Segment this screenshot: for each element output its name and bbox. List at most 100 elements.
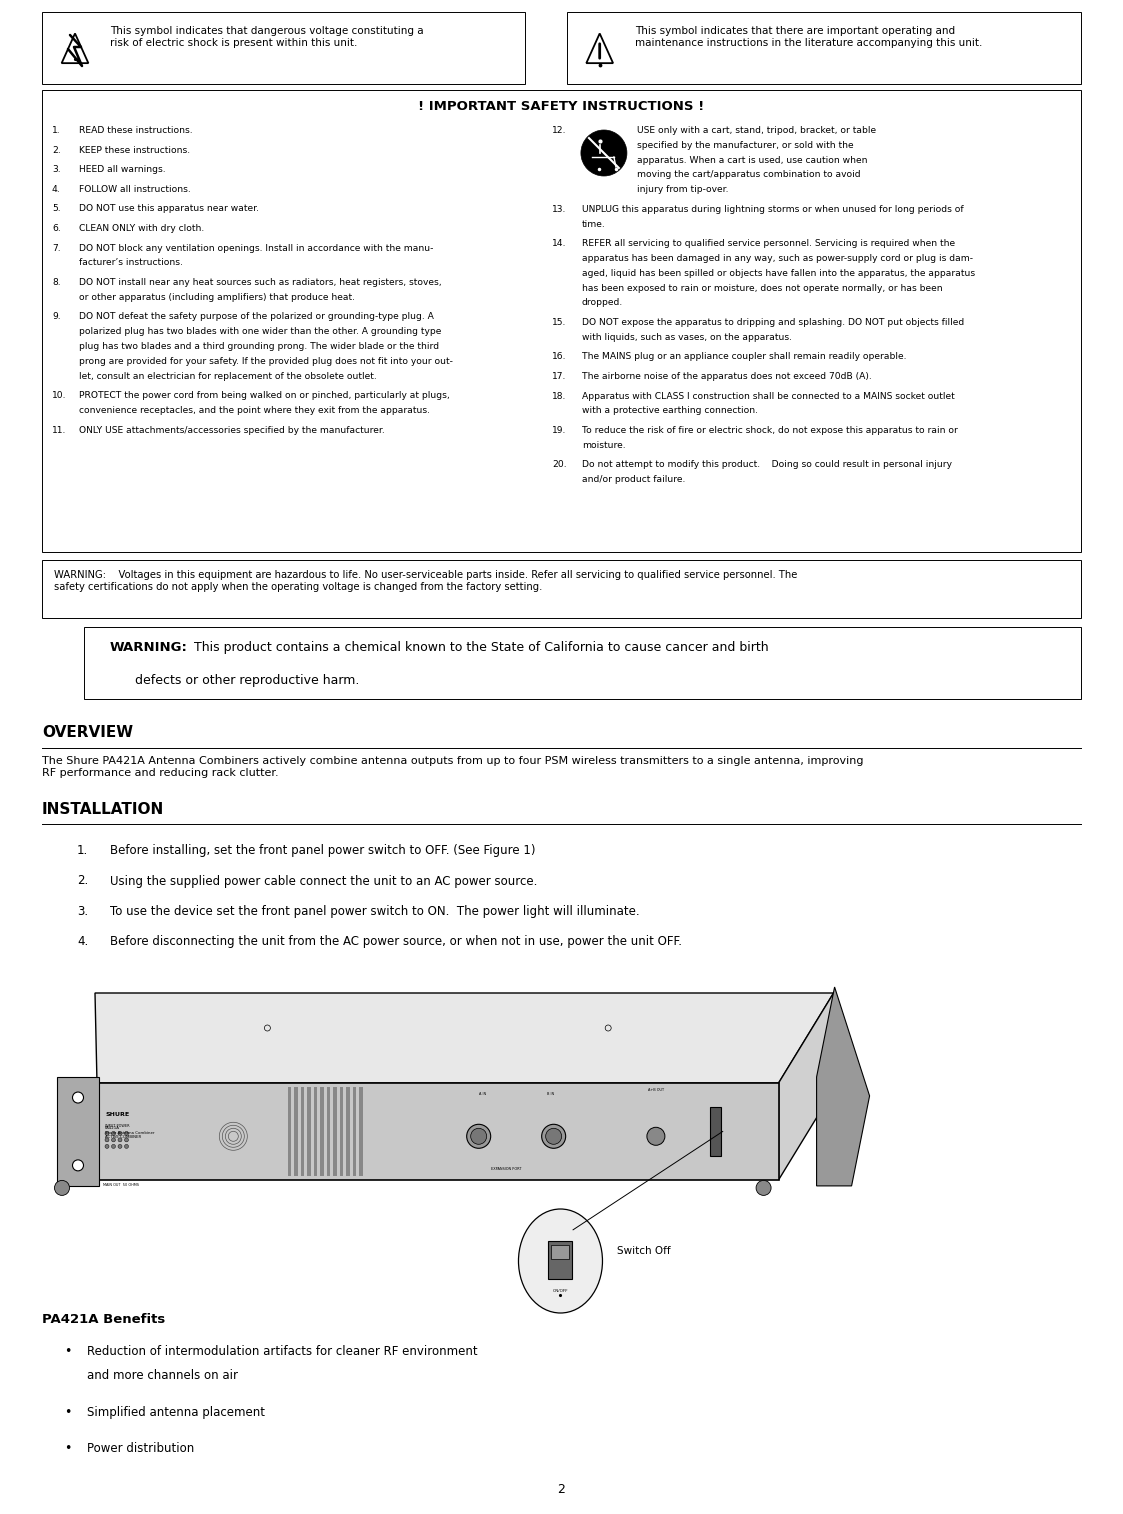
Text: Apparatus with CLASS I construction shall be connected to a MAINS socket outlet: Apparatus with CLASS I construction shal… xyxy=(582,392,955,401)
Bar xyxy=(42,89,1081,553)
Circle shape xyxy=(467,1125,491,1148)
Bar xyxy=(548,1241,573,1279)
Polygon shape xyxy=(778,993,833,1179)
Text: 2.: 2. xyxy=(77,875,89,887)
Text: 1.: 1. xyxy=(77,843,89,857)
Text: FOLLOW all instructions.: FOLLOW all instructions. xyxy=(79,185,191,194)
Bar xyxy=(84,627,1081,699)
Text: prong are provided for your safety. If the provided plug does not fit into your : prong are provided for your safety. If t… xyxy=(79,357,453,366)
Text: 5.: 5. xyxy=(52,204,61,213)
Bar xyxy=(57,1076,99,1185)
Polygon shape xyxy=(816,987,869,1185)
Text: 15.: 15. xyxy=(551,318,566,327)
Text: 16.: 16. xyxy=(551,353,566,362)
Text: ONLY USE attachments/accessories specified by the manufacturer.: ONLY USE attachments/accessories specifi… xyxy=(79,425,385,435)
Text: Switch Off: Switch Off xyxy=(618,1246,672,1255)
Text: 1.: 1. xyxy=(52,126,61,135)
Text: WARNING:    Voltages in this equipment are hazardous to life. No user-serviceabl: WARNING: Voltages in this equipment are … xyxy=(54,569,797,592)
Circle shape xyxy=(471,1128,486,1145)
Bar xyxy=(334,1087,337,1176)
Circle shape xyxy=(73,1092,83,1104)
Text: aged, liquid has been spilled or objects have fallen into the apparatus, the app: aged, liquid has been spilled or objects… xyxy=(582,269,975,277)
Text: 4.: 4. xyxy=(77,936,89,948)
Text: 3.: 3. xyxy=(52,165,61,174)
Text: This symbol indicates that dangerous voltage constituting a
risk of electric sho: This symbol indicates that dangerous vol… xyxy=(110,26,423,47)
Text: USE only with a cart, stand, tripod, bracket, or table: USE only with a cart, stand, tripod, bra… xyxy=(637,126,876,135)
Text: EXPANSION PORT: EXPANSION PORT xyxy=(491,1167,521,1172)
Text: injury from tip-over.: injury from tip-over. xyxy=(637,185,729,194)
Text: time.: time. xyxy=(582,220,605,229)
Text: dropped.: dropped. xyxy=(582,298,623,307)
Text: INSTALLATION: INSTALLATION xyxy=(42,801,164,816)
Text: and more channels on air: and more channels on air xyxy=(86,1370,238,1382)
Text: •: • xyxy=(64,1407,72,1419)
Text: Using the supplied power cable connect the unit to an AC power source.: Using the supplied power cable connect t… xyxy=(110,875,538,887)
Bar xyxy=(42,12,526,83)
Text: with a protective earthing connection.: with a protective earthing connection. xyxy=(582,406,758,415)
Text: 3.: 3. xyxy=(77,905,88,917)
Text: The airborne noise of the apparatus does not exceed 70dB (A).: The airborne noise of the apparatus does… xyxy=(582,372,871,382)
Circle shape xyxy=(541,1125,566,1148)
Circle shape xyxy=(73,1160,83,1170)
Text: HEED all warnings.: HEED all warnings. xyxy=(79,165,165,174)
Circle shape xyxy=(756,1181,772,1196)
Circle shape xyxy=(647,1128,665,1145)
Text: DO NOT expose the apparatus to dripping and splashing. DO NOT put objects filled: DO NOT expose the apparatus to dripping … xyxy=(582,318,965,327)
Text: Power distribution: Power distribution xyxy=(86,1443,194,1455)
Text: A+B OUT: A+B OUT xyxy=(648,1087,664,1092)
Text: moving the cart/apparatus combination to avoid: moving the cart/apparatus combination to… xyxy=(637,171,860,179)
Text: Before installing, set the front panel power switch to OFF. (See Figure 1): Before installing, set the front panel p… xyxy=(110,843,536,857)
Bar xyxy=(340,1087,344,1176)
Text: REFER all servicing to qualified service personnel. Servicing is required when t: REFER all servicing to qualified service… xyxy=(582,239,955,248)
Text: apparatus. When a cart is used, use caution when: apparatus. When a cart is used, use caut… xyxy=(637,156,867,165)
Text: Simplified antenna placement: Simplified antenna placement xyxy=(86,1407,265,1419)
Text: DO NOT use this apparatus near water.: DO NOT use this apparatus near water. xyxy=(79,204,259,213)
Circle shape xyxy=(546,1128,562,1145)
Text: SHURE: SHURE xyxy=(104,1111,129,1117)
Circle shape xyxy=(55,1181,70,1196)
Text: 4.: 4. xyxy=(52,185,61,194)
Bar xyxy=(97,1083,778,1179)
Circle shape xyxy=(118,1131,122,1136)
Circle shape xyxy=(581,130,627,176)
Bar xyxy=(327,1087,330,1176)
Circle shape xyxy=(104,1145,109,1149)
Bar xyxy=(359,1087,363,1176)
Text: UNPLUG this apparatus during lightning storms or when unused for long periods of: UNPLUG this apparatus during lightning s… xyxy=(582,204,964,213)
Text: This symbol indicates that there are important operating and
maintenance instruc: This symbol indicates that there are imp… xyxy=(634,26,983,47)
Bar xyxy=(301,1087,304,1176)
Circle shape xyxy=(104,1139,109,1142)
Bar xyxy=(42,560,1081,618)
Text: facturer’s instructions.: facturer’s instructions. xyxy=(79,259,183,268)
Polygon shape xyxy=(95,993,833,1083)
Text: PA421A
Shure Antenna Combiner
ACTIVE COMBINER: PA421A Shure Antenna Combiner ACTIVE COM… xyxy=(104,1126,155,1139)
Circle shape xyxy=(125,1131,128,1136)
Bar xyxy=(711,1107,721,1155)
Text: and/or product failure.: and/or product failure. xyxy=(582,475,685,484)
Text: convenience receptacles, and the point where they exit from the apparatus.: convenience receptacles, and the point w… xyxy=(79,406,430,415)
Bar xyxy=(320,1087,323,1176)
Text: 13.: 13. xyxy=(551,204,566,213)
Bar xyxy=(308,1087,311,1176)
Text: defects or other reproductive harm.: defects or other reproductive harm. xyxy=(135,674,359,687)
Text: WARNING:: WARNING: xyxy=(110,640,188,654)
Text: polarized plug has two blades with one wider than the other. A grounding type: polarized plug has two blades with one w… xyxy=(79,327,441,336)
Text: 18.: 18. xyxy=(551,392,566,401)
Bar xyxy=(551,1245,569,1260)
Text: 17.: 17. xyxy=(551,372,566,382)
Text: 11.: 11. xyxy=(52,425,66,435)
Text: with liquids, such as vases, on the apparatus.: with liquids, such as vases, on the appa… xyxy=(582,333,792,342)
Text: has been exposed to rain or moisture, does not operate normally, or has been: has been exposed to rain or moisture, do… xyxy=(582,283,942,292)
Text: Before disconnecting the unit from the AC power source, or when not in use, powe: Before disconnecting the unit from the A… xyxy=(110,936,682,948)
Text: 8.: 8. xyxy=(52,279,61,288)
Text: apparatus has been damaged in any way, such as power-supply cord or plug is dam-: apparatus has been damaged in any way, s… xyxy=(582,254,973,263)
Text: Do not attempt to modify this product.    Doing so could result in personal inju: Do not attempt to modify this product. D… xyxy=(582,460,952,469)
Circle shape xyxy=(125,1139,128,1142)
Text: To use the device set the front panel power switch to ON.  The power light will : To use the device set the front panel po… xyxy=(110,905,640,917)
Text: •: • xyxy=(64,1344,72,1358)
Text: plug has two blades and a third grounding prong. The wider blade or the third: plug has two blades and a third groundin… xyxy=(79,342,439,351)
Text: CLEAN ONLY with dry cloth.: CLEAN ONLY with dry cloth. xyxy=(79,224,204,233)
Text: •: • xyxy=(64,1443,72,1455)
Text: To reduce the risk of fire or electric shock, do not expose this apparatus to ra: To reduce the risk of fire or electric s… xyxy=(582,425,958,435)
Bar xyxy=(294,1087,298,1176)
